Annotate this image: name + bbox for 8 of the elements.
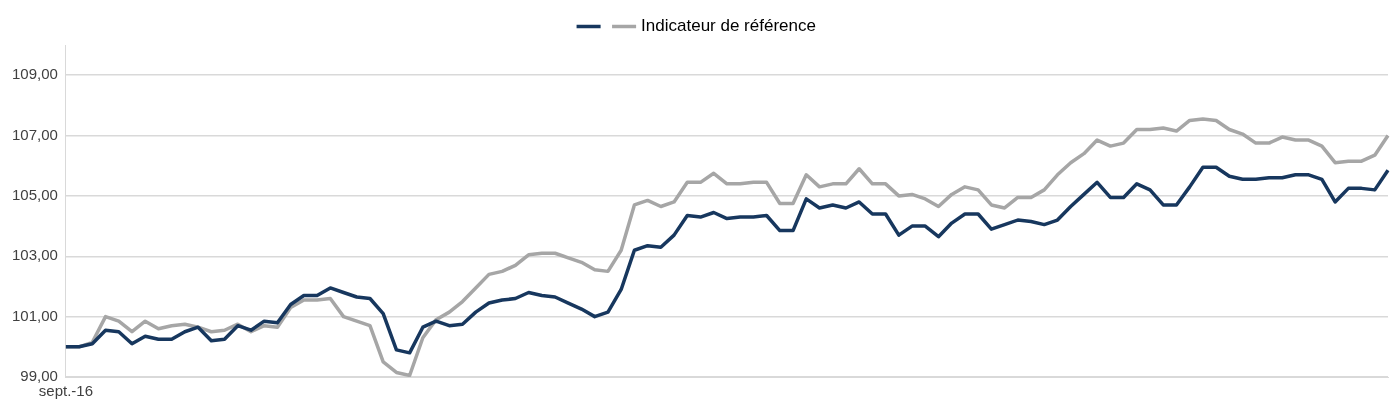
x-tick-label: sept.-16 xyxy=(38,382,93,400)
y-tick-label: 107,00 xyxy=(11,125,58,143)
y-tick-label: 109,00 xyxy=(11,65,58,83)
legend-label: Indicateur de référence xyxy=(641,16,816,36)
y-tick-label: 103,00 xyxy=(11,246,58,264)
y-tick-label: 99,00 xyxy=(20,367,58,385)
y-tick-label: 101,00 xyxy=(11,306,58,324)
y-tick-label: 105,00 xyxy=(11,186,58,204)
